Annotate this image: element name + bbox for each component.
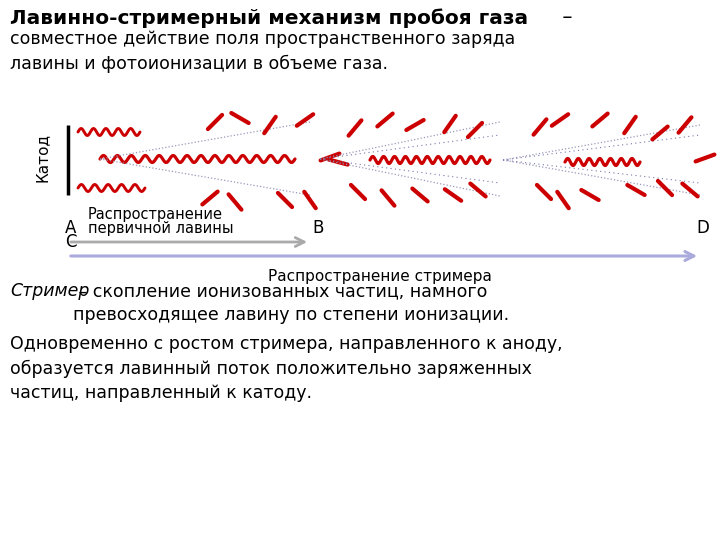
Text: Одновременно с ростом стримера, направленного к аноду,
образуется лавинный поток: Одновременно с ростом стримера, направле… xyxy=(10,335,562,402)
Text: Распространение стримера: Распространение стримера xyxy=(268,269,492,284)
Text: –: – xyxy=(556,8,572,27)
Text: совместное действие поля пространственного заряда
лавины и фотоионизации в объем: совместное действие поля пространственно… xyxy=(10,30,516,73)
Text: Катод: Катод xyxy=(35,133,50,183)
Text: Лавинно-стримерный механизм пробоя газа: Лавинно-стримерный механизм пробоя газа xyxy=(10,8,528,28)
Text: B: B xyxy=(312,219,323,237)
Text: Стример: Стример xyxy=(10,282,89,300)
Text: Распространение: Распространение xyxy=(88,207,223,222)
Text: первичной лавины: первичной лавины xyxy=(88,221,233,236)
Text: A: A xyxy=(65,219,76,237)
Text: D: D xyxy=(696,219,709,237)
Text: C: C xyxy=(65,233,76,251)
Text: – скопление ионизованных частиц, намного
превосходящее лавину по степени ионизац: – скопление ионизованных частиц, намного… xyxy=(73,282,509,325)
